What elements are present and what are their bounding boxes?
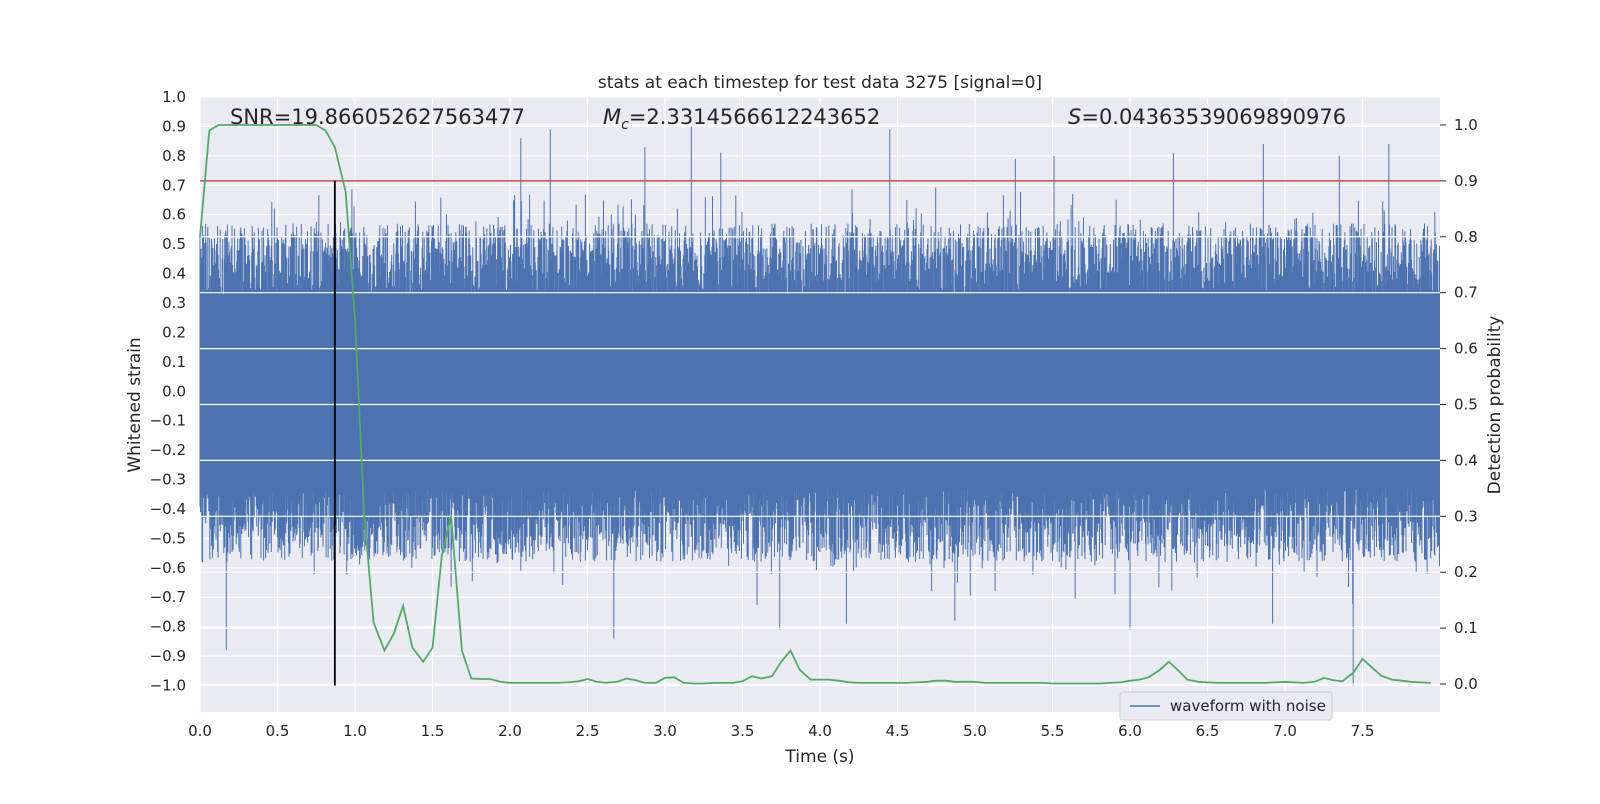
x-tick-label: 2.0 (498, 722, 522, 740)
s-value: =0.04363539069890976 (1081, 105, 1346, 129)
waveform-band (200, 294, 1440, 489)
x-tick-label: 1.0 (343, 722, 367, 740)
y-left-tick-label: −0.7 (150, 588, 186, 606)
x-tick-label: 1.5 (421, 722, 445, 740)
y-left-tick-label: −0.8 (150, 618, 186, 636)
y-right-tick-label: 1.0 (1454, 116, 1478, 134)
x-tick-label: 5.0 (963, 722, 987, 740)
y-right-tick-label: 0.6 (1454, 340, 1478, 358)
y-right-tick-label: 0.9 (1454, 172, 1478, 190)
y-left-tick-label: 0.2 (162, 323, 186, 341)
y-right-tick-label: 0.7 (1454, 284, 1478, 302)
y-axis-left-title: Whitened strain (125, 337, 145, 472)
detection-probability-line (199, 124, 1431, 685)
y-right-tick-label: 0.0 (1454, 675, 1478, 693)
mc-annotation: Mc=2.3314566612243652 (603, 105, 880, 133)
snr-annotation: SNR=19.866052627563477 (230, 105, 525, 129)
s-annotation: S=0.04363539069890976 (1068, 105, 1346, 129)
y-left-tick-label: 0.5 (162, 235, 186, 253)
mc-value: =2.3314566612243652 (629, 105, 880, 129)
y-left-tick-label: −0.2 (150, 441, 186, 459)
x-tick-label: 6.0 (1118, 722, 1142, 740)
legend-box (1119, 691, 1333, 721)
y-left-tick-label: 0.3 (162, 294, 186, 312)
waveform-series (199, 126, 1440, 686)
x-tick-label: 0.0 (188, 722, 212, 740)
y-right-tick-label: 0.8 (1454, 228, 1478, 246)
x-tick-label: 7.5 (1351, 722, 1375, 740)
y-left-tick-label: −0.6 (150, 559, 186, 577)
y-right-tick-label: 0.3 (1454, 507, 1478, 525)
y-right-tick-label: 0.4 (1454, 451, 1478, 469)
y-left-tick-label: 0.9 (162, 117, 186, 135)
y-left-tick-label: 0.0 (162, 382, 186, 400)
legend-label-waveform: waveform with noise (1170, 697, 1326, 715)
y-left-tick-label: −0.3 (150, 471, 186, 489)
y-left-tick-label: 0.4 (162, 265, 186, 283)
y-left-tick-label: 0.8 (162, 147, 186, 165)
x-tick-label: 4.0 (808, 722, 832, 740)
y-left-tick-label: 1.0 (162, 88, 186, 106)
x-tick-label: 0.5 (266, 722, 290, 740)
legend: waveform with noise (1119, 691, 1333, 721)
mc-symbol: M (603, 105, 621, 129)
y-right-tick-label: 0.1 (1454, 619, 1478, 637)
y-left-tick-label: −0.4 (150, 500, 186, 518)
probability-series (199, 124, 1431, 685)
x-tick-label: 4.5 (886, 722, 910, 740)
y-right-tick-label: 0.5 (1454, 396, 1478, 414)
y-left-tick-label: 0.1 (162, 353, 186, 371)
ticks-layer: 0.0 0.5 1.0 1.5 2.0 2.5 3.0 3.5 4.0 4.5 5.0 5.5 6.0 6… (150, 88, 1478, 740)
mc-subscript: c (621, 117, 629, 133)
x-tick-label: 3.5 (731, 722, 755, 740)
y-axis-right-title: Detection probability (1485, 316, 1505, 495)
y-right-tick-label: 0.2 (1454, 563, 1478, 581)
y-left-tick-label: −0.1 (150, 412, 186, 430)
y-left-tick-label: −0.9 (150, 647, 186, 665)
y-left-tick-label: 0.7 (162, 176, 186, 194)
y-left-tick-label: −0.5 (150, 529, 186, 547)
y-left-tick-label: −1.0 (150, 677, 186, 695)
s-symbol: S (1068, 105, 1081, 129)
chart-title: stats at each timestep for test data 327… (598, 73, 1042, 93)
x-tick-label: 2.5 (576, 722, 600, 740)
overlay-layer (200, 124, 1440, 686)
y-left-tick-label: 0.6 (162, 206, 186, 224)
x-axis-title: Time (s) (784, 747, 854, 767)
x-tick-label: 5.5 (1041, 722, 1065, 740)
x-tick-label: 3.0 (653, 722, 677, 740)
x-tick-label: 6.5 (1196, 722, 1220, 740)
x-tick-label: 7.0 (1273, 722, 1297, 740)
